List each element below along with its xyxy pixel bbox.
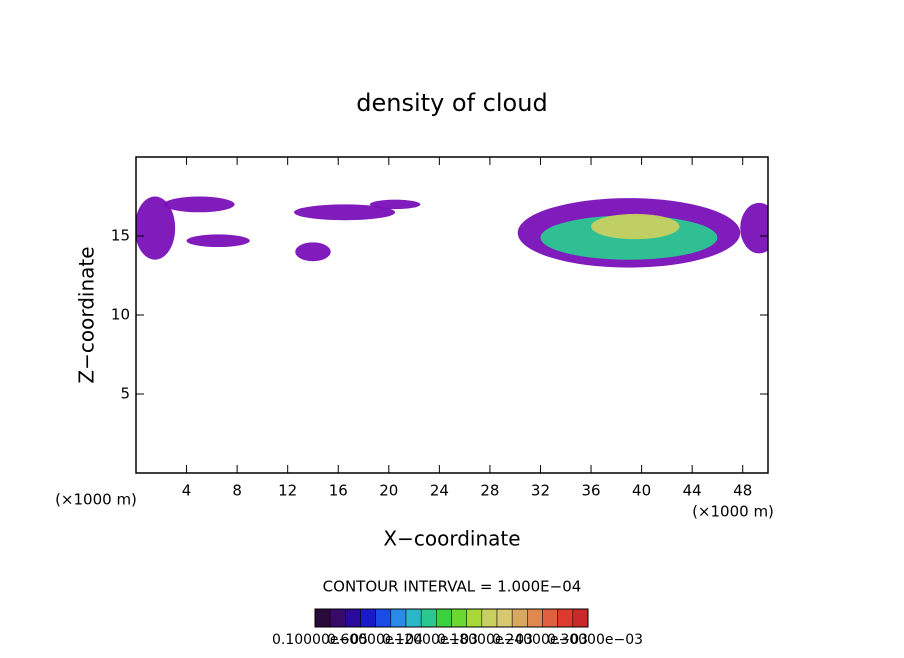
y-axis-label: Z−coordinate <box>75 246 99 383</box>
colorbar-label: 0.60000e−04 <box>327 632 423 648</box>
colorbar-cell <box>572 608 589 628</box>
y-tick-label: 10 <box>111 306 130 324</box>
cloud-region <box>740 202 768 254</box>
cloud-region <box>295 242 331 262</box>
x-tick-label: 24 <box>430 482 449 500</box>
x-tick-label: 28 <box>480 482 499 500</box>
cloud-region <box>294 204 396 221</box>
x-tick-label: 36 <box>581 482 600 500</box>
y-unit: (×1000 m) <box>55 491 137 509</box>
cloud-region <box>186 234 250 248</box>
x-axis-label: X−coordinate <box>383 527 520 551</box>
colorbar-label: 0.24000e−03 <box>492 632 588 648</box>
cloud-region <box>591 213 680 240</box>
colorbar-cell <box>420 608 437 628</box>
x-tick-label: 40 <box>632 482 651 500</box>
colorbar-cell <box>466 608 483 628</box>
colorbar-cell <box>496 608 513 628</box>
y-tick-label: 15 <box>111 227 130 245</box>
colorbar-cell <box>436 608 452 628</box>
plot-area <box>136 196 768 268</box>
cloud-region <box>163 196 235 213</box>
colorbar-cell <box>345 608 361 628</box>
cloud-region <box>136 196 176 260</box>
y-tick-label: 5 <box>120 385 130 403</box>
x-tick-label: 8 <box>232 482 242 500</box>
colorbar-cell <box>481 608 498 628</box>
x-tick-label: 44 <box>683 482 702 500</box>
x-tick-label: 4 <box>182 482 192 500</box>
x-tick-label: 48 <box>733 482 752 500</box>
colorbar-label: 0.30000e−03 <box>547 632 643 648</box>
colorbar-cell <box>511 608 528 628</box>
colorbar-cell <box>405 608 422 628</box>
x-unit: (×1000 m) <box>692 503 774 521</box>
colorbar-label: 0.10000e−05 <box>272 632 368 648</box>
contour-interval: CONTOUR INTERVAL = 1.000E−04 <box>323 578 582 596</box>
x-tick-label: 16 <box>329 482 348 500</box>
colorbar-cell <box>390 608 407 628</box>
colorbar-cell <box>360 608 376 628</box>
colorbar-cell <box>314 608 331 628</box>
colorbar-cell <box>451 608 467 628</box>
colorbar-cell <box>527 608 543 628</box>
colorbar-cell <box>557 608 574 628</box>
x-tick-label: 20 <box>379 482 398 500</box>
cloud-region <box>369 199 421 210</box>
colorbar-label: 0.18000e−03 <box>437 632 533 648</box>
colorbar-cell <box>375 608 392 628</box>
x-tick-label: 12 <box>278 482 297 500</box>
colorbar-cell <box>542 608 558 628</box>
colorbar-frame <box>314 608 589 628</box>
chart-title: density of cloud <box>356 89 547 117</box>
colorbar-label: 0.12000e−03 <box>382 632 478 648</box>
colorbar-cell <box>329 608 346 628</box>
x-tick-label: 32 <box>531 482 550 500</box>
